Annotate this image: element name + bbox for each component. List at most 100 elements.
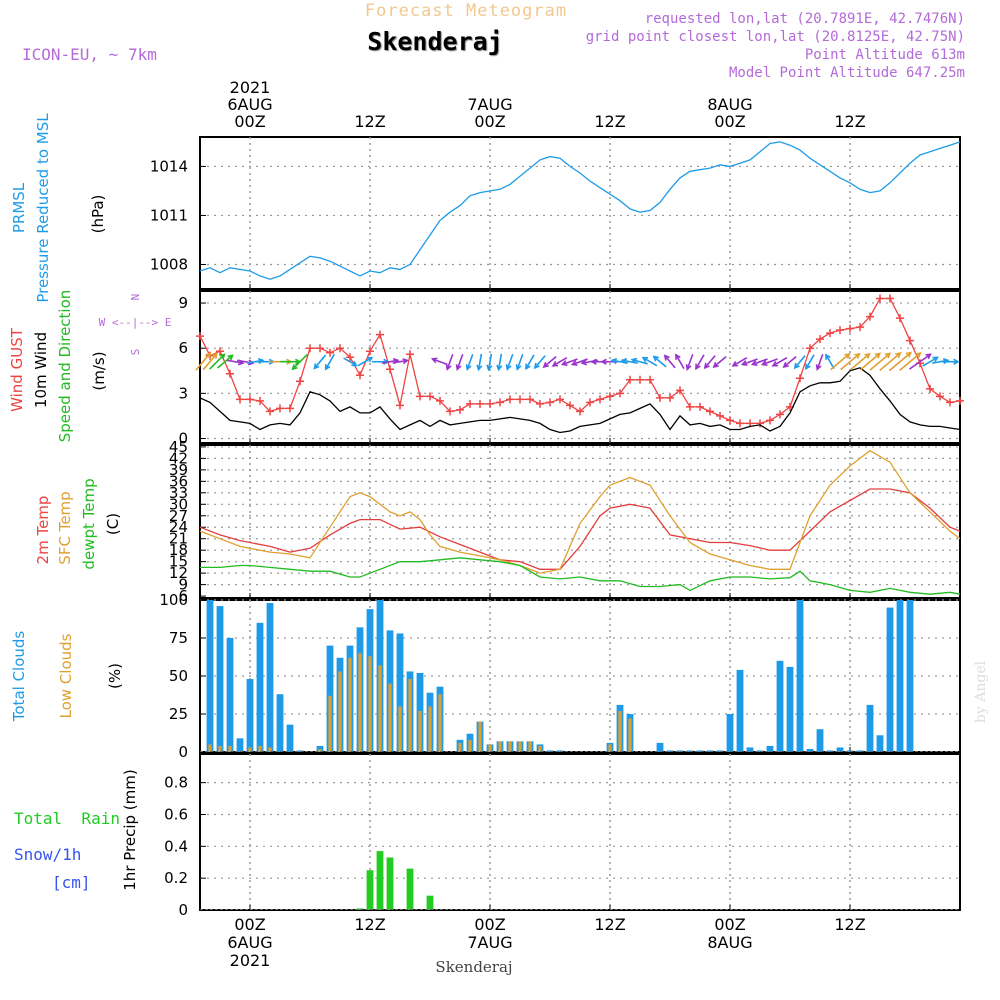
wind-arrow-head [496,364,503,372]
wind-arrow-head [864,352,871,359]
pressure-frame [199,136,961,290]
wind-arrow-shaft [632,358,648,365]
wind-direction-arrow [455,353,464,371]
gridpoint-coordinates: grid point closest lon,lat (20.8125E, 42… [586,29,965,45]
wind-arrow-shaft [525,354,535,370]
wind-direction-arrow [782,355,797,368]
gust-plus-marker [446,407,454,416]
gust-plus-marker [286,404,294,413]
clouds-bar-low_clouds [488,744,492,752]
wind-arrow-shaft [675,354,685,370]
wind-arrow-shaft [325,353,335,370]
wind-direction-arrow [202,352,218,371]
gust-plus-marker [236,395,244,404]
wind-arrow-head [551,361,559,367]
time-axis-label: 12Z [594,112,625,131]
precip-panel: 0 0.2 0.4 0.6 0.8 [164,753,961,919]
wind-arrow-shaft [246,359,264,364]
wind-arrow-shaft [506,353,514,370]
temperature-series-line-1 [199,449,961,574]
wind-direction-arrow [760,358,778,367]
temperature-frame [199,444,961,599]
gust-plus-marker [436,396,444,405]
clouds-bar-low_clouds [378,665,382,752]
wind-arrow-head [430,357,438,364]
clouds-bar-low_clouds [268,747,272,752]
wind-arrow-head [703,362,710,370]
temperature-ytick-label: 18 [169,541,188,559]
clouds-bar-total_clouds [396,633,404,752]
time-axis-label: 12Z [354,915,385,934]
temperature-ytick-label: 15 [169,553,188,571]
clouds-ytick-label: 25 [169,705,188,723]
wind-arrow-head [570,360,578,367]
wind-direction-arrow [909,353,932,370]
wind-gust-label: Wind GUST [8,327,26,412]
wind-arrow-shaft [752,358,768,366]
temperature-ytick-label: 36 [169,472,188,490]
gust-plus-marker [476,399,484,408]
wind-arrow-head [402,358,409,365]
wind-arrow-head [641,356,649,363]
wind-arrow-shaft [313,354,327,369]
gust-plus-marker [536,399,544,408]
wind-arrow-head [227,354,234,361]
wind-arrow-shaft [850,353,870,371]
precip-ytick-label: 0.2 [164,869,188,887]
wind-arrow-head [740,360,748,367]
gust-plus-marker [426,392,434,401]
wind-direction-arrow [899,352,922,371]
wind-arrow-shaft [202,353,218,371]
wind-arrow-shaft [562,358,578,366]
wind-arrow-head [600,358,607,365]
precip-ytick-label: 0.8 [164,774,188,792]
wind-arrow-shaft [466,353,474,370]
wind-arrow-shaft [216,354,234,369]
wind-direction-arrow [922,356,939,367]
wind-arrow-shaft [762,358,778,366]
time-axis-label: 7AUG [467,933,512,952]
clouds-bar-low_clouds [228,745,232,752]
clouds-bar-total_clouds [866,704,874,752]
clouds-bar-low_clouds [478,721,482,752]
wind-arrow-head [219,353,226,360]
clouds-bar-low_clouds [418,710,422,752]
time-axis-label: 8AUG [707,933,752,952]
temperature-series-line-2 [200,557,961,595]
wind-direction-arrow [486,353,493,372]
clouds-bar-low_clouds [358,653,362,752]
temperature-ytick-label: 24 [169,518,188,536]
gust-plus-marker [816,335,824,344]
wind-direction-arrow [551,357,568,367]
wind-arrow-shaft [456,353,464,370]
gust-plus-marker [306,344,314,353]
time-axis-label: 00Z [234,915,265,934]
time-axis-label: 12Z [354,112,385,131]
clouds-bar-low_clouds [348,657,352,752]
wind-arrow-head [760,360,768,367]
wind-direction-arrow [465,353,474,371]
wind-arrow-shaft [879,352,901,371]
gust-plus-marker [516,395,524,404]
gust-plus-marker [846,324,854,333]
precip-bar-rain [386,857,394,910]
wind-direction-arrow [942,358,960,365]
time-axis-label: 00Z [714,915,745,934]
footer-location: Skenderaj [435,958,512,976]
time-axis-label: 12Z [594,915,625,934]
gust-plus-marker [826,329,834,338]
wind-arrow-head [313,363,320,370]
wind-arrow-shaft [816,353,824,370]
gust-plus-marker [756,419,764,428]
wind-arrow-head [351,360,358,367]
clouds-ytick-label: 50 [169,667,188,685]
wind-arrow-head [580,359,588,366]
wind-arrow-shaft [783,355,797,368]
gust-plus-marker [456,405,464,414]
gust-plus-marker [266,407,274,416]
time-axis-label: 2021 [230,78,271,97]
gust-plus-marker [576,407,584,416]
gust-plus-marker [216,347,224,356]
